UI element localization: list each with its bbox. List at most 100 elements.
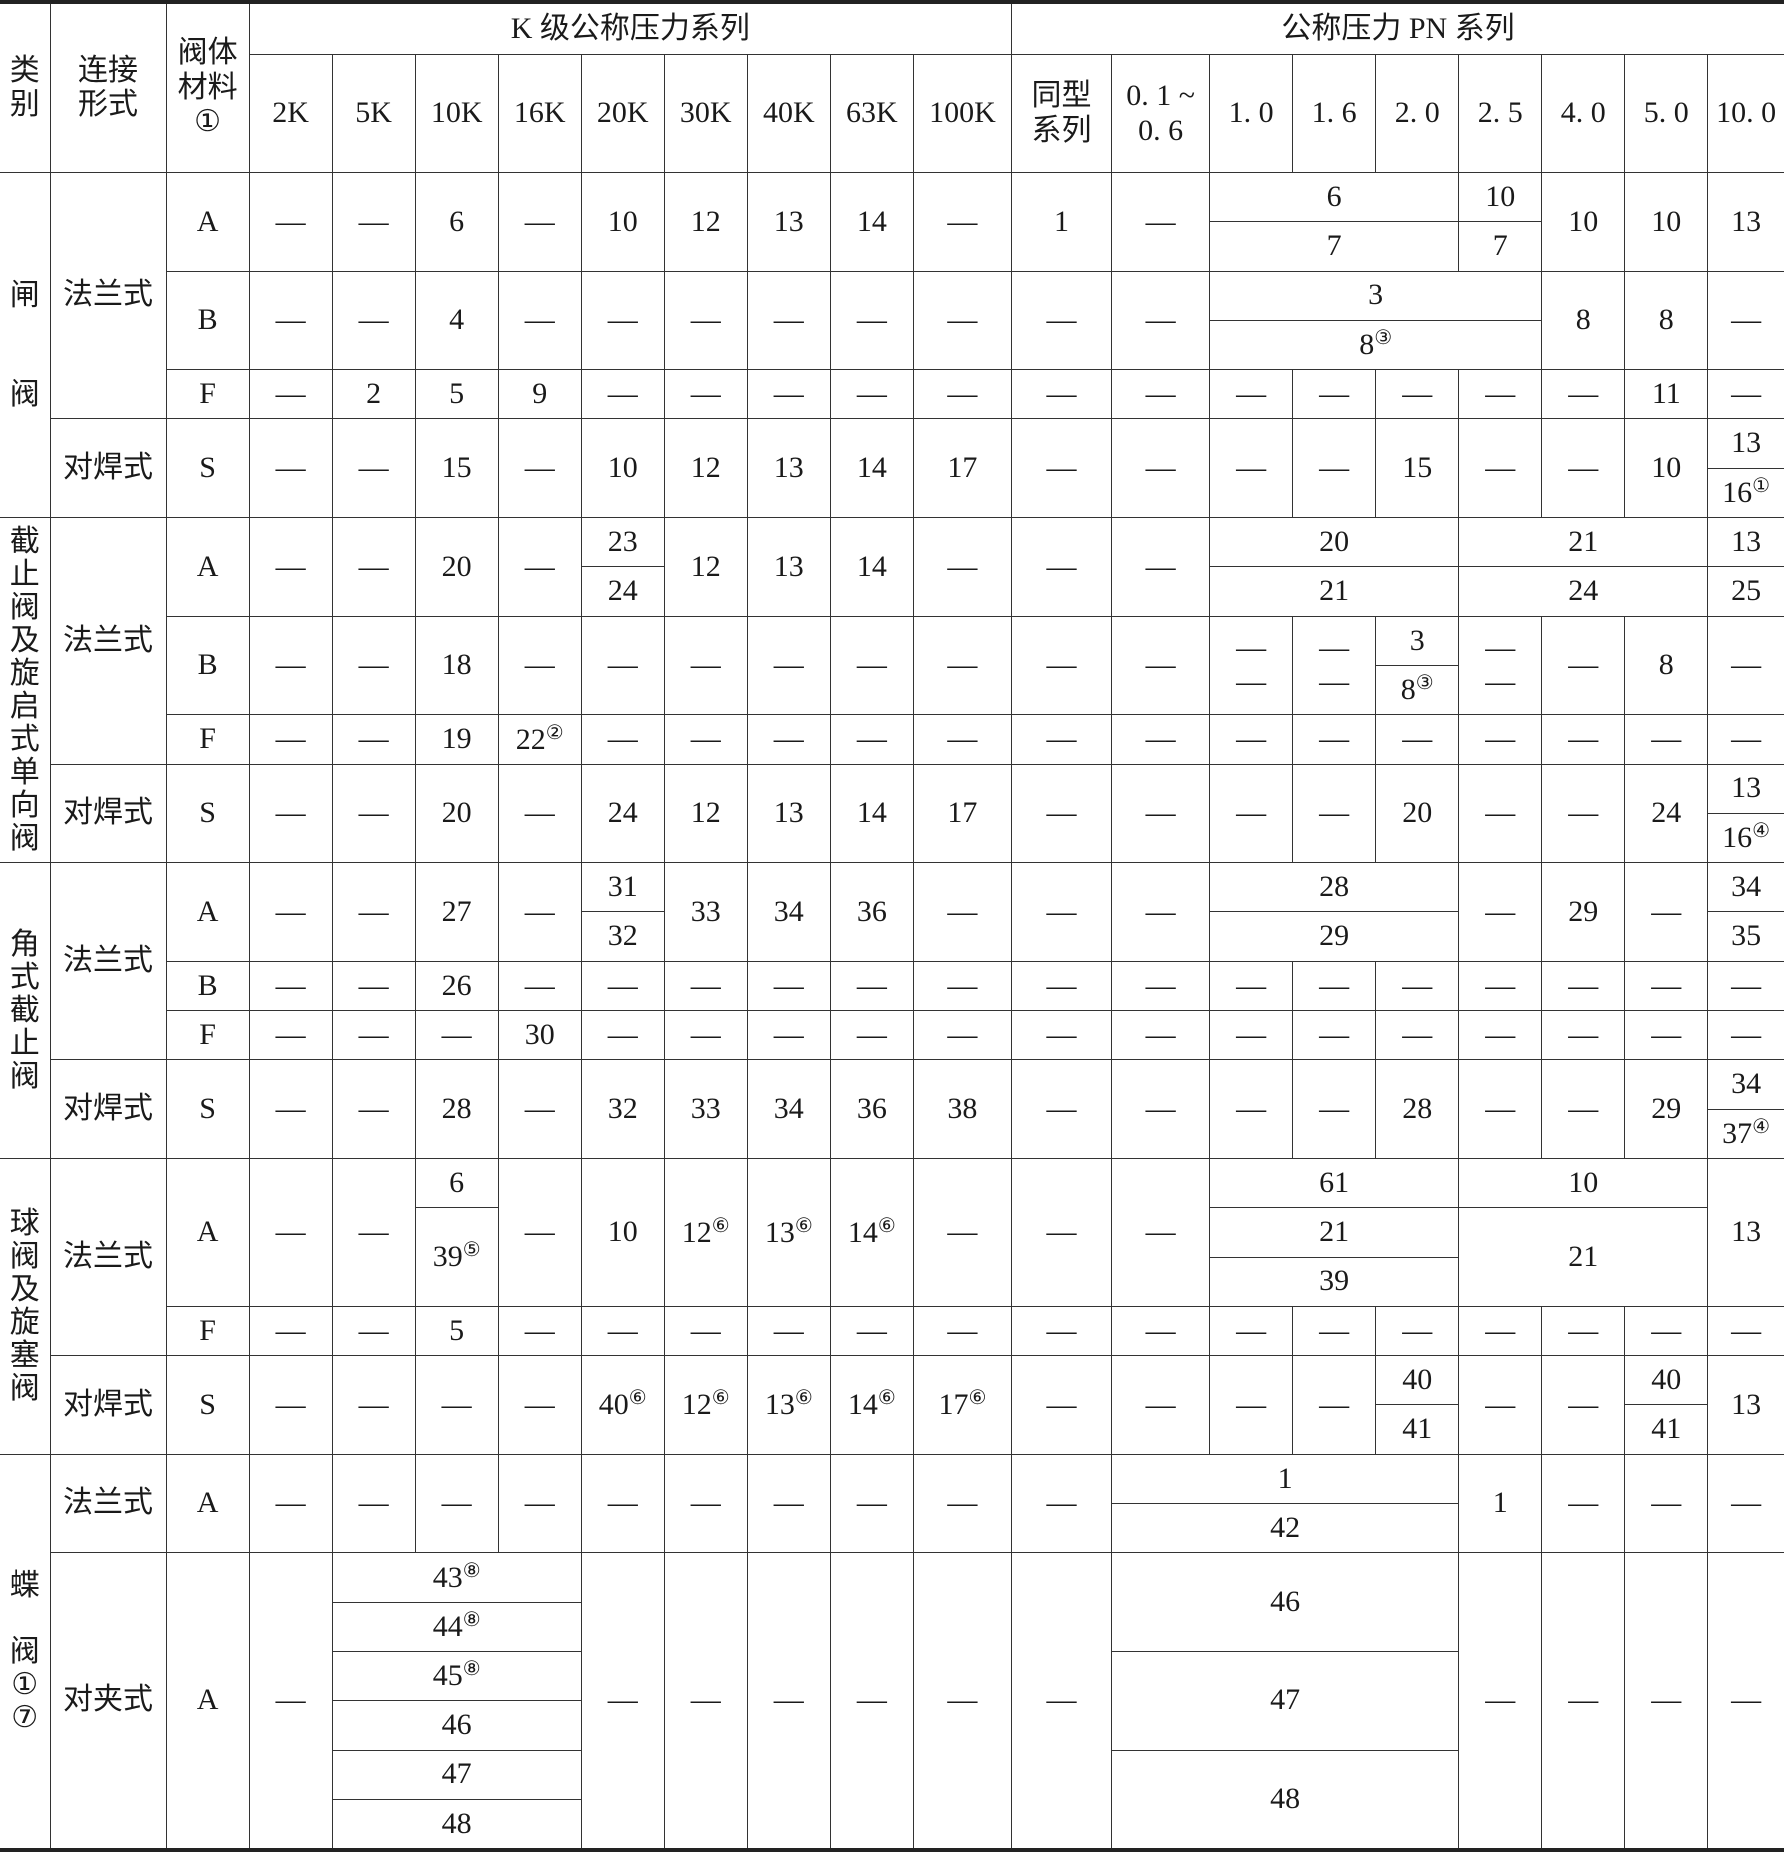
table-cell: — — [1209, 1059, 1294, 1159]
cell-text: S — [199, 796, 216, 830]
cell-text: — — [1731, 303, 1762, 337]
cell-text: — — [690, 968, 721, 1002]
table-cell: 46 — [1111, 1552, 1460, 1652]
cell-text: 33 — [690, 1091, 721, 1125]
cell-text: — — [1485, 968, 1516, 1002]
table-cell: — — [1011, 1552, 1113, 1851]
table-cell: — — [331, 270, 416, 371]
column-header: 同型 系列 — [1011, 54, 1113, 173]
cell-text: 46 — [441, 1708, 472, 1742]
table-cell: — — [912, 714, 1013, 765]
cell-text: 31 — [607, 870, 638, 904]
cell-text: — — [856, 377, 887, 411]
table-cell: 5 — [414, 1305, 499, 1357]
category-cell: 角式截止阀 — [0, 862, 51, 1159]
footnote-mark: ⑧ — [462, 1609, 481, 1631]
table-cell: — — [414, 1453, 499, 1554]
cell-text: — — [690, 1017, 721, 1051]
table-cell: 10 — [1541, 172, 1626, 272]
cell-text: — — [1046, 796, 1077, 830]
cell-text: 2K — [272, 96, 309, 130]
cell-text: 15 — [441, 451, 472, 485]
table-cell: — — [746, 1552, 831, 1851]
table-cell: 21 — [1209, 566, 1460, 617]
cell-text: — — [1485, 1683, 1516, 1717]
table-cell: — — [1209, 418, 1294, 519]
table-cell: — — [1541, 960, 1626, 1012]
cell-text: B — [197, 648, 218, 682]
cell-text: 16 — [1722, 476, 1753, 510]
table-cell: A — [165, 517, 250, 617]
table-cell: F — [166, 1010, 250, 1061]
cell-text: 12 — [681, 1388, 712, 1422]
table-cell: 法兰式 — [49, 862, 167, 1061]
table-cell: — — [1458, 1355, 1543, 1455]
cell-text: — — [690, 377, 721, 411]
cell-text: — — [1046, 648, 1077, 682]
table-cell: 11 — [1624, 369, 1709, 420]
table-cell: 15 — [1375, 418, 1460, 519]
table-cell: — — [1209, 1010, 1294, 1061]
table-cell: F — [166, 714, 250, 765]
table-cell: — — [829, 1453, 914, 1554]
table-cell: — — [829, 1305, 914, 1357]
cell-text: — — [1145, 796, 1176, 830]
table-cell: 21 — [1209, 1207, 1460, 1258]
table-cell: 13⑥ — [746, 1355, 831, 1455]
cell-text: — — [1046, 1387, 1077, 1421]
table-cell: — — [1707, 960, 1784, 1012]
table-cell: 47 — [332, 1749, 582, 1800]
cell-text: — — [1319, 1313, 1350, 1347]
table-cell: — — [580, 270, 665, 371]
footnote-mark: ⑥ — [968, 1387, 987, 1410]
cell-text: — — [1568, 1091, 1599, 1125]
table-cell: — — [497, 615, 582, 716]
table-row: 32 29 35 — [0, 911, 1784, 962]
cell-text: — — [358, 722, 389, 756]
table-cell: 对焊式 — [50, 1059, 167, 1159]
cell-text: 100K — [929, 96, 996, 130]
cell-text: — — [1651, 722, 1682, 756]
cell-text: 20 — [441, 549, 472, 583]
cell-text: — — [275, 204, 306, 238]
cell-text: — — [1731, 722, 1762, 756]
table-row: 37④ — [0, 1108, 1784, 1159]
table-cell: S — [165, 1355, 250, 1455]
cell-text: 40K — [762, 96, 815, 130]
cell-text: 24 — [607, 796, 638, 830]
table-cell: — — [663, 270, 748, 371]
cell-text: — — [1402, 722, 1433, 756]
cell-text: 截止阀及旋启式单向阀 — [9, 525, 40, 856]
table-cell: — — [1111, 960, 1211, 1012]
table-cell: 17⑥ — [912, 1355, 1013, 1455]
table-cell: — — [1292, 714, 1377, 765]
cell-text: — — [856, 1313, 887, 1347]
table-cell: F — [166, 1305, 250, 1357]
cell-text: — — [947, 204, 978, 238]
table-cell: — — [1458, 1305, 1543, 1357]
table-cell: — — [829, 270, 914, 371]
cell-text: 41 — [1402, 1412, 1433, 1446]
table-cell: 13 — [746, 763, 831, 864]
table-cell: S — [165, 418, 250, 519]
table-cell: — — [1458, 862, 1543, 962]
table-cell: 12 — [663, 418, 748, 519]
cell-text: — — [275, 1091, 306, 1125]
cell-text: — — [1145, 549, 1176, 583]
cell-text: — — [524, 894, 555, 928]
table-cell: 1 — [1458, 1453, 1543, 1554]
cell-text: — — [358, 1091, 389, 1125]
cell-text: — — [607, 303, 638, 337]
table-cell: — — [497, 763, 582, 864]
table-cell: 法兰式 — [49, 517, 167, 765]
cell-text: — — [1046, 1486, 1077, 1520]
table-cell: 10 — [1458, 1157, 1709, 1209]
table-cell: 10 — [1624, 418, 1709, 519]
table-cell: — — [746, 270, 831, 371]
cell-text: — — [524, 1313, 555, 1347]
cell-text: — — [773, 968, 804, 1002]
table-row: 闸 阀法兰式 A — — 6 — 10 12 13 14 — 1 — 6 10 10 10 13 — [0, 171, 1784, 519]
table-cell: 法兰式 — [49, 171, 167, 420]
table-cell: — — [1111, 1305, 1211, 1357]
table-cell: A — [165, 1157, 250, 1307]
